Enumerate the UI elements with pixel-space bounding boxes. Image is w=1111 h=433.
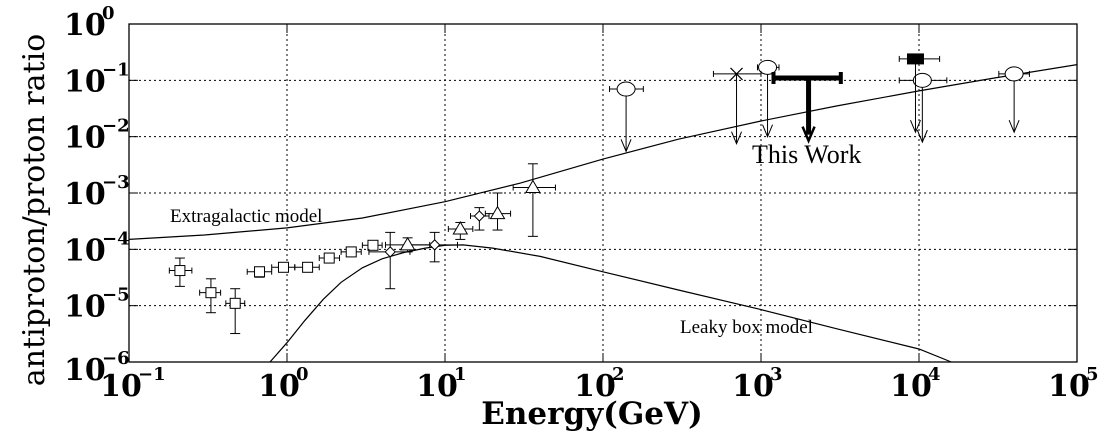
y-tick-label: 10: [64, 233, 106, 268]
y-axis-title: antiproton/proton ratio: [17, 34, 52, 387]
y-tick-label: 10: [64, 353, 106, 388]
grid: [129, 24, 1077, 362]
marker-square: [205, 287, 217, 299]
y-tick-label: 10: [64, 64, 106, 99]
marker-triangle: [489, 205, 506, 220]
marker-diamond: [473, 210, 486, 222]
marker-triangle: [525, 179, 541, 194]
y-tick-label: 10: [64, 121, 106, 156]
data-points: [168, 53, 1030, 335]
marker-square: [323, 252, 335, 264]
x-tick-label: 10: [258, 369, 300, 404]
marker-circle: [758, 59, 778, 75]
marker-circle: [1004, 66, 1024, 82]
x-tick-label: 10: [100, 369, 142, 404]
x-tick-label: 10: [732, 369, 774, 404]
y-tick-exponent: −5: [102, 285, 130, 306]
marker-diamond: [384, 246, 396, 258]
marker-square: [367, 239, 379, 251]
this-work-arrowhead: [801, 126, 816, 144]
upper-limit-arrowhead: [910, 120, 921, 134]
marker-triangle: [399, 236, 416, 251]
marker-square: [254, 266, 266, 278]
y-tick-exponent: 0: [102, 3, 115, 24]
x-tick-label: 10: [890, 369, 932, 404]
upper-limit-arrowhead: [1008, 120, 1020, 134]
annotation-this-work: This Work: [752, 140, 861, 169]
marker-circle: [912, 72, 932, 88]
marker-square: [174, 265, 186, 277]
annotation-extragalactic-model: Extragalactic model: [170, 206, 322, 227]
plot-frame: [128, 23, 1078, 363]
x-tick-exponent: 3: [770, 364, 783, 385]
x-tick-exponent: 2: [612, 364, 625, 385]
y-tick-label: 10: [64, 8, 106, 43]
x-tick-exponent: 5: [1086, 364, 1099, 385]
upper-limit-arrowhead: [762, 124, 774, 138]
marker-circle: [616, 81, 636, 97]
x-tick-exponent: 0: [296, 364, 309, 385]
x-tick-label: 10: [416, 369, 458, 404]
y-tick-exponent: −1: [102, 59, 130, 80]
y-tick-label: 10: [64, 290, 106, 325]
curve-leaky: [269, 244, 952, 363]
y-tick-exponent: −6: [102, 348, 130, 369]
curve-extragalactic: [128, 64, 1078, 240]
upper-limit-arrowhead: [620, 139, 632, 153]
marker-filled-square: [906, 53, 924, 65]
x-axis-title: Energy(GeV): [481, 396, 703, 432]
marker-triangle: [452, 220, 469, 235]
marker-square: [302, 261, 314, 273]
y-tick-exponent: −3: [102, 172, 130, 193]
marker-square: [345, 246, 357, 258]
x-tick-exponent: 4: [928, 364, 941, 385]
x-tick-exponent: −1: [138, 364, 166, 385]
x-tick-label: 10: [574, 369, 616, 404]
y-tick-label: 10: [64, 177, 106, 212]
x-tick-label: 10: [1048, 369, 1090, 404]
upper-limit-arrowhead: [916, 129, 928, 144]
y-tick-exponent: −4: [102, 228, 130, 249]
axis-ticks: 10−1 100 101 102 103 104 10510010−110−210−310−…: [64, 3, 1099, 404]
upper-limit-arrowhead: [731, 131, 742, 146]
annotation-leaky-box-model: Leaky box model: [680, 317, 813, 338]
marker-cross: [730, 67, 743, 81]
y-tick-exponent: −2: [102, 116, 130, 137]
marker-square: [229, 297, 241, 309]
marker-square: [277, 261, 289, 273]
marker-diamond: [428, 239, 441, 251]
x-tick-exponent: 1: [454, 364, 467, 385]
